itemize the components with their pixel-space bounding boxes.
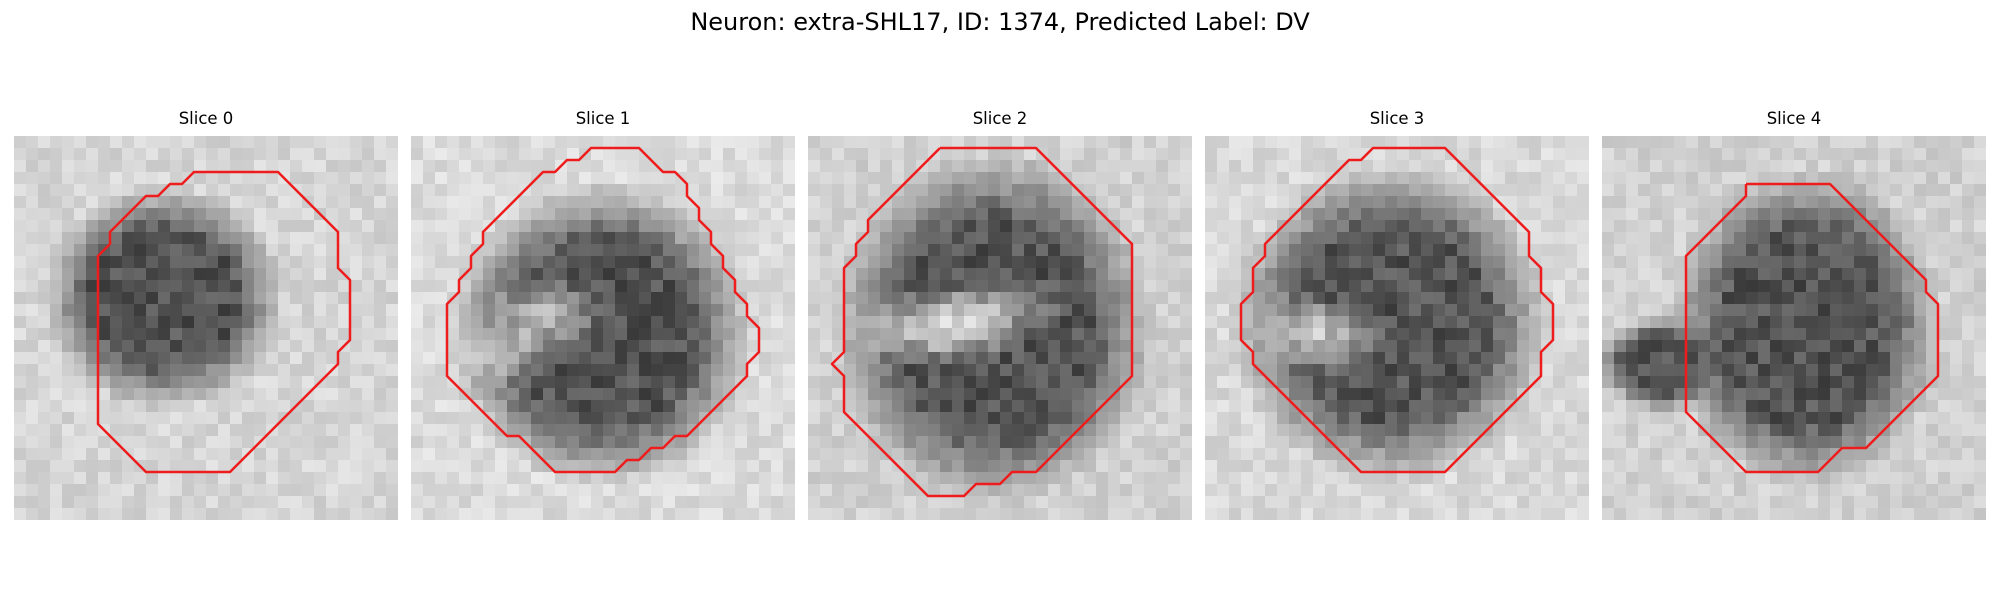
slice-title: Slice 3	[1369, 109, 1425, 128]
segmentation-contour	[445, 146, 761, 474]
slice-title: Slice 1	[575, 109, 631, 128]
slice-panel-4: Slice 4	[1602, 108, 1986, 520]
slice-image-0	[14, 136, 398, 520]
slice-image-1	[411, 136, 795, 520]
pixel-grid	[1205, 136, 1589, 520]
slice-image-4	[1602, 136, 1986, 520]
segmentation-contour	[1684, 182, 1940, 474]
segmentation-contour	[96, 170, 352, 474]
slice-title: Slice 4	[1766, 109, 1822, 128]
slice-title: Slice 0	[178, 109, 234, 128]
pixel-grid	[1602, 136, 1986, 520]
slice-panel-0: Slice 0	[14, 108, 398, 520]
slice-title: Slice 2	[972, 109, 1028, 128]
slice-panel-1: Slice 1	[411, 108, 795, 520]
pixel-grid	[14, 136, 398, 520]
slice-panel-2: Slice 2	[808, 108, 1192, 520]
slice-image-3	[1205, 136, 1589, 520]
figure-title: Neuron: extra-SHL17, ID: 1374, Predicted…	[690, 8, 1310, 36]
slice-panel-3: Slice 3	[1205, 108, 1589, 520]
segmentation-contour	[1239, 146, 1555, 474]
pixel-grid	[808, 136, 1192, 520]
segmentation-contour	[830, 146, 1134, 498]
pixel-grid	[411, 136, 795, 520]
slice-image-2	[808, 136, 1192, 520]
